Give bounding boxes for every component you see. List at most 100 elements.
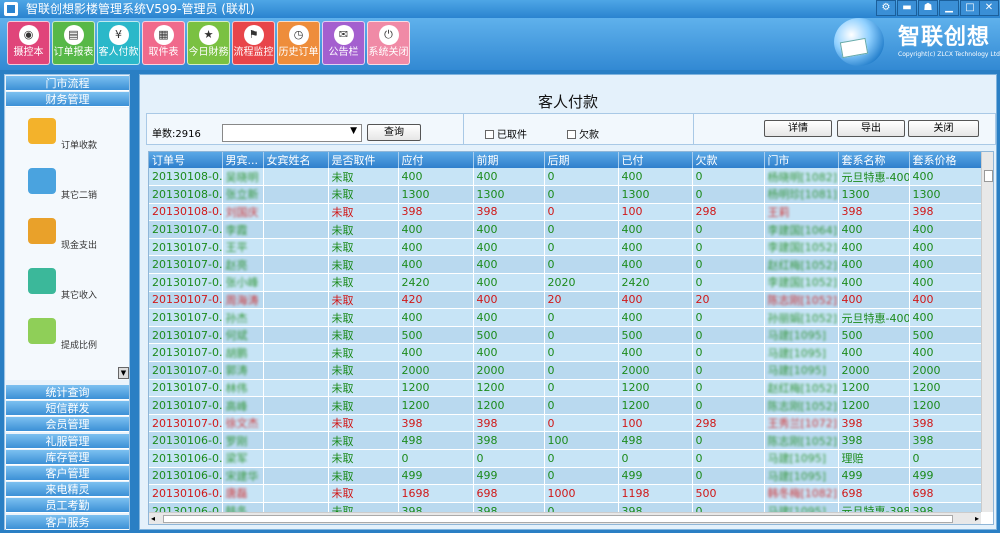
nav-section-1[interactable]: 短信群发 — [6, 401, 129, 417]
table-row[interactable]: 20130107-0... 孙杰 未取 400 400 0 400 0 孙丽娟[1052] 元旦特… — [149, 308, 982, 327]
table-row[interactable]: 20130107-0... 王平 未取 400 400 0 400 0 李建国[1052] 400… — [149, 238, 982, 257]
table-cell: 20130107-0... — [149, 255, 223, 275]
table-cell: 未取 — [328, 238, 399, 257]
owed-checkbox[interactable]: 欠款 — [567, 126, 599, 141]
finance-item-2[interactable]: 现金支出 — [6, 218, 116, 266]
table-row[interactable]: 20130107-0... 赵亮 未取 400 400 0 400 0 赵红梅[1052] 400… — [149, 255, 982, 275]
finance-item-4[interactable]: 提成比例 — [6, 318, 116, 366]
table-cell: 刘国庆 — [222, 203, 264, 222]
table-row[interactable]: 20130108-0... 张立新 未取 1300 1300 0 1300 0 杨明珍[1081… — [149, 185, 982, 204]
table-cell — [263, 484, 329, 503]
toolbar-button-7[interactable]: ✉ 公告栏 — [322, 21, 365, 65]
column-header[interactable]: 欠款 — [692, 152, 765, 168]
nav-section-3[interactable]: 礼服管理 — [6, 433, 129, 449]
nav-section-5[interactable]: 客户管理 — [6, 466, 129, 481]
table-cell: 500 — [909, 326, 982, 345]
table-cell: 1300 — [909, 185, 982, 204]
table-cell: 400 — [909, 220, 982, 239]
finance-item-1[interactable]: 其它二销 — [6, 168, 116, 216]
table-cell: 400 — [398, 220, 474, 239]
finance-item-3[interactable]: 其它收入 — [6, 268, 116, 316]
order-report-icon: ▤ — [63, 25, 84, 45]
table-row[interactable]: 20130107-0... 周海涛 未取 420 400 20 400 20 陈志刚[1052]… — [149, 291, 982, 310]
table-row[interactable]: 20130108-0... 刘国庆 未取 398 398 0 100 298 王莉 398 398 — [149, 203, 982, 222]
table-cell: 400 — [838, 255, 910, 275]
column-header[interactable]: 后期 — [544, 152, 619, 168]
filter-dropdown[interactable]: ▼ — [222, 124, 362, 142]
nav-section-finance[interactable]: 财务管理 — [6, 92, 129, 107]
column-header[interactable]: 门市 — [764, 152, 839, 168]
table-cell: 梁军 — [222, 449, 264, 468]
close-button[interactable]: 关闭 — [908, 120, 979, 137]
settings-icon[interactable]: ⚙ — [876, 0, 896, 16]
table-cell: 0 — [692, 185, 765, 204]
column-header[interactable]: 女宾姓名 — [263, 152, 329, 168]
submenu-scroll-down-icon[interactable]: ▼ — [118, 367, 129, 379]
table-row[interactable]: 20130107-0... 徐文杰 未取 398 398 0 100 298 王秀兰[1072]… — [149, 414, 982, 433]
table-cell: 0 — [544, 203, 619, 222]
toolbar-button-2[interactable]: ¥ 客人付款 — [97, 21, 140, 65]
column-header[interactable]: 男宾... — [222, 152, 264, 168]
finance-item-0[interactable]: 订单收款 — [6, 118, 116, 166]
toolbar-button-6[interactable]: ◷ 历史订单 — [277, 21, 320, 65]
table-row[interactable]: 20130106-0... 唐磊 未取 1698 698 1000 1198 500 韩冬梅[1… — [149, 484, 982, 503]
table-row[interactable]: 20130108-0... 吴晓明 未取 400 400 0 400 0 杨晓明[1082] 元旦… — [149, 168, 982, 187]
table-cell: 马建[1095] — [764, 467, 839, 486]
table-cell: 王秀兰[1072] — [764, 414, 839, 433]
table-cell: 398 — [909, 203, 982, 222]
horizontal-scrollbar[interactable]: ◂ ▸ — [149, 512, 981, 524]
minimize-icon[interactable]: ▁ — [939, 0, 959, 16]
table-row[interactable]: 20130107-0... 郭涛 未取 2000 2000 0 2000 0 马建[1095] 2… — [149, 361, 982, 380]
finance-item-label: 提成比例 — [61, 341, 98, 351]
table-row[interactable]: 20130106-0... 宋建华 未取 499 499 0 499 0 马建[1095] 499… — [149, 467, 982, 486]
nav-section-0[interactable]: 统计查询 — [6, 385, 129, 400]
export-button[interactable]: 导出 — [837, 120, 905, 137]
table-cell: 500 — [692, 484, 765, 503]
table-cell: 未取 — [328, 449, 399, 468]
toolbar-button-4[interactable]: ★ 今日財務 — [187, 21, 230, 65]
nav-section-6[interactable]: 来电精灵 — [6, 482, 129, 498]
table-cell: 400 — [909, 308, 982, 327]
table-row[interactable]: 20130107-0... 林伟 未取 1200 1200 0 1200 0 赵红梅[1052]… — [149, 379, 982, 398]
nav-section-store-flow[interactable]: 门市流程 — [6, 76, 129, 91]
toolbar-button-1[interactable]: ▤ 订单报表 — [52, 21, 95, 65]
table-cell — [263, 414, 329, 433]
table-cell: 唐磊 — [222, 484, 264, 503]
nav-section-8[interactable]: 客户服务 — [6, 514, 129, 530]
column-header[interactable]: 应付 — [398, 152, 474, 168]
table-row[interactable]: 20130106-0... 罗刚 未取 498 398 100 498 0 陈志刚[1052] 3… — [149, 431, 982, 450]
toolbar-button-8[interactable]: ⏻ 系统关闭 — [367, 21, 410, 65]
table-row[interactable]: 20130107-0... 高峰 未取 1200 1200 0 1200 0 陈志刚[1052]… — [149, 396, 982, 415]
table-cell: 未取 — [328, 255, 399, 275]
column-header[interactable]: 是否取件 — [328, 152, 399, 168]
table-row[interactable]: 20130107-0... 胡鹏 未取 400 400 0 400 0 马建[1095] 400 4… — [149, 343, 982, 363]
nav-section-2[interactable]: 会员管理 — [6, 417, 129, 433]
table-cell: 20130107-0... — [149, 379, 223, 398]
toolbar-button-0[interactable]: ◉ 摄控本 — [7, 21, 50, 65]
table-row[interactable]: 20130107-0... 张小峰 未取 2420 400 2020 2420 0 李建国[10… — [149, 273, 982, 292]
column-header[interactable]: 套系价格 — [909, 152, 982, 168]
query-button[interactable]: 查询 — [367, 124, 421, 141]
toolbar-button-5[interactable]: ⚑ 流程监控 — [232, 21, 275, 65]
column-header[interactable]: 套系名称 — [838, 152, 910, 168]
skin-icon[interactable]: ☗ — [918, 0, 938, 16]
table-cell: 1300 — [398, 185, 474, 204]
detail-button[interactable]: 详情 — [764, 120, 832, 137]
column-header[interactable]: 已付 — [618, 152, 693, 168]
close-icon[interactable]: ✕ — [979, 0, 999, 16]
table-row[interactable]: 20130106-0... 梁军 未取 0 0 0 0 0 马建[1095] 理赔 0 — [149, 449, 982, 468]
table-row[interactable]: 20130107-0... 何斌 未取 500 500 0 500 0 马建[1095] 500 5… — [149, 326, 982, 345]
table-cell — [263, 203, 329, 222]
column-header[interactable]: 订单号 — [149, 152, 223, 168]
menu-icon[interactable]: ▬ — [897, 0, 917, 16]
picked-up-checkbox[interactable]: 已取件 — [485, 126, 527, 141]
nav-section-7[interactable]: 员工考勤 — [6, 498, 129, 514]
table-row[interactable]: 20130107-0... 李霞 未取 400 400 0 400 0 李建国[1064] 400… — [149, 220, 982, 239]
toolbar-button-3[interactable]: ▦ 取件表 — [142, 21, 185, 65]
maximize-icon[interactable]: □ — [960, 0, 980, 16]
table-cell: 0 — [692, 308, 765, 327]
column-header[interactable]: 前期 — [473, 152, 545, 168]
vertical-scrollbar[interactable] — [981, 152, 993, 512]
table-cell: 0 — [398, 449, 474, 468]
nav-section-4[interactable]: 库存管理 — [6, 449, 129, 465]
